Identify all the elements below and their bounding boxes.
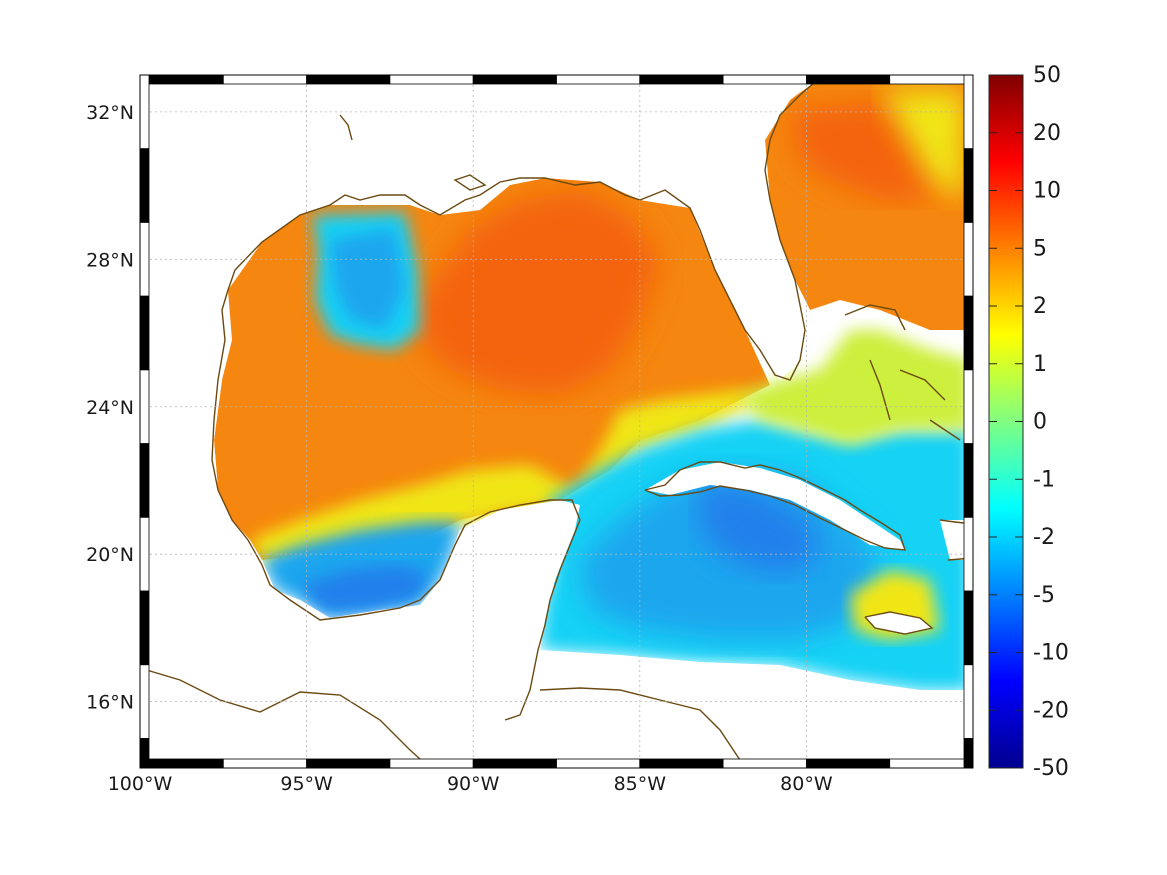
atlantic-yellow-field (880, 90, 965, 200)
cuba-land (645, 462, 905, 550)
lon-tick-labels: 100°W 95°W 90°W 85°W 80°W (108, 773, 833, 795)
mexico-coastline (211, 289, 581, 721)
frame-segment-bottom (556, 758, 641, 769)
frame-segment-bottom (222, 758, 308, 769)
cuba-coastline (644, 461, 907, 551)
lon-tick-label: 100°W (108, 773, 173, 795)
colorbar-tick-label: -20 (1033, 698, 1069, 723)
colorbar-tick-label: 20 (1033, 121, 1061, 146)
colorbar-tick-label: 1 (1033, 352, 1047, 377)
frame-segment-right (963, 664, 974, 739)
florida-straits-field (740, 330, 970, 445)
map-panel: 100°W 95°W 90°W 85°W 80°W 32°N 28°N 24°N 20°N 16… (86, 74, 974, 795)
lon-tick-label: 80°W (780, 773, 833, 795)
lat-tick-label: 20°N (86, 544, 134, 566)
colorbar-tick-label: -10 (1033, 641, 1069, 666)
bahamas-coastline (844, 304, 961, 441)
shelf-blue-field (330, 228, 405, 330)
frame-segment-left (139, 738, 150, 769)
colorbar-tick-label: 50 (1033, 63, 1061, 88)
frame-segment-right (963, 295, 974, 371)
frame-segment-right (963, 148, 974, 223)
campeche-deep-blue-field (300, 565, 430, 612)
frame-segment-bottom (722, 758, 807, 769)
frame-segment-right (963, 516, 974, 592)
us-land (300, 75, 815, 380)
lon-tick-label: 90°W (447, 773, 500, 795)
colorbar-tick-label: -50 (1033, 756, 1069, 781)
frame-segment-right (963, 74, 974, 150)
frame-segment-left (139, 148, 150, 223)
lake-coastline (339, 114, 487, 191)
lon-tick-label: 85°W (614, 773, 667, 795)
frame-segment-bottom (889, 758, 974, 769)
lat-tick-label: 28°N (86, 249, 134, 271)
lat-tick-label: 24°N (86, 397, 134, 419)
lon-tick-label: 95°W (280, 773, 333, 795)
frame-segment-left (139, 590, 150, 666)
frame-segment-top (806, 74, 891, 85)
frame-segment-top (472, 74, 557, 85)
colorbar-tick-label: 5 (1033, 236, 1047, 261)
frame-segment-right (963, 369, 974, 445)
frame-segment-top (556, 74, 641, 85)
frame-segment-left (139, 222, 150, 297)
frame-segment-top (389, 74, 474, 85)
frame-segment-right (963, 443, 974, 518)
frame-segment-top (139, 74, 224, 85)
frame-segment-left (139, 443, 150, 518)
map-frame (139, 74, 974, 769)
colorbar-tick-label: 0 (1033, 410, 1047, 435)
lat-tick-label: 32°N (86, 102, 134, 124)
graticule (140, 75, 973, 768)
frame-border (139, 74, 974, 769)
frame-segment-top (889, 74, 974, 85)
jamaica-coastline (864, 611, 934, 635)
caribbean-deep-blue-field (700, 480, 820, 575)
frame-segment-right (963, 738, 974, 769)
frame-segment-bottom (306, 758, 391, 769)
west-gulf-yellow-band (250, 390, 760, 565)
frame-segment-left (139, 516, 150, 592)
lat-tick-label: 16°N (86, 692, 134, 714)
colorbar-tick-label: 2 (1033, 294, 1047, 319)
anomaly-field (214, 82, 970, 690)
lat-tick-labels: 32°N 28°N 24°N 20°N 16°N (86, 102, 134, 714)
central-america-land (430, 650, 973, 768)
frame-segment-bottom (472, 758, 557, 769)
colorbar-tick-label: -5 (1033, 583, 1055, 608)
colorbar-tick-label: -1 (1033, 467, 1055, 492)
colorbar-tick-label: 10 (1033, 179, 1061, 204)
frame-segment-top (639, 74, 724, 85)
frame-segment-bottom (639, 758, 724, 769)
frame-segment-left (139, 295, 150, 371)
frame-segment-top (722, 74, 807, 85)
gulf-core-field (420, 190, 660, 395)
frame-segment-right (963, 222, 974, 297)
frame-segment-bottom (389, 758, 474, 769)
central-america-coastline (140, 667, 741, 768)
mexico-land (140, 75, 580, 768)
colorbar-tick-label: -2 (1033, 525, 1055, 550)
frame-segment-bottom (806, 758, 891, 769)
frame-segment-right (963, 590, 974, 666)
frame-segment-top (306, 74, 391, 85)
colorbar-tick-marks (989, 74, 1023, 769)
frame-segment-top (222, 74, 308, 85)
frame-segment-left (139, 664, 150, 739)
frame-segment-left (139, 369, 150, 445)
frame-segment-left (139, 74, 150, 150)
land-mask (140, 75, 973, 768)
frame-segment-bottom (139, 758, 224, 769)
